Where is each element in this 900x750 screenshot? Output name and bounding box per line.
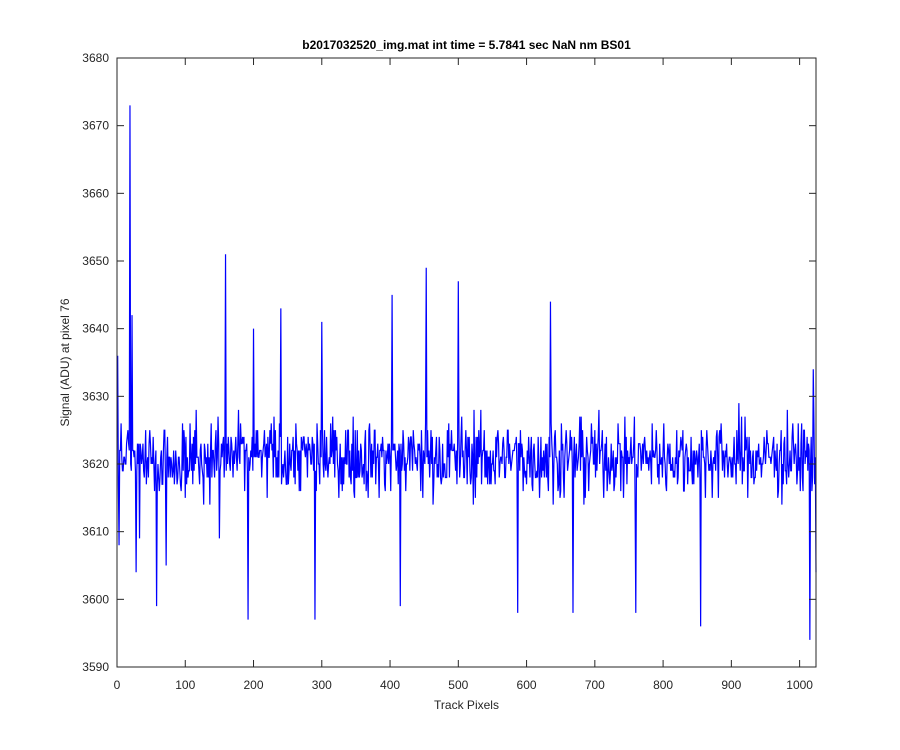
- y-tick-label: 3630: [82, 389, 109, 403]
- signal-series-line: [117, 105, 817, 640]
- x-tick-label: 400: [380, 678, 400, 692]
- x-tick-label: 900: [721, 678, 741, 692]
- x-tick-label: 100: [175, 678, 195, 692]
- x-tick-label: 300: [312, 678, 332, 692]
- y-tick-label: 3680: [82, 51, 109, 65]
- y-tick-label: 3620: [82, 457, 109, 471]
- x-tick-label: 600: [517, 678, 537, 692]
- y-tick-label: 3660: [82, 186, 109, 200]
- plot-area: [117, 58, 816, 667]
- axes-box: [116, 57, 817, 668]
- axes-frame: [116, 57, 817, 668]
- y-tick-label: 3600: [82, 592, 109, 606]
- x-tick-label: 800: [653, 678, 673, 692]
- x-axis-label: Track Pixels: [434, 698, 499, 712]
- y-tick-label: 3650: [82, 254, 109, 268]
- y-tick-label: 3610: [82, 525, 109, 539]
- tick-layer: 0 100 200 300 400 500 600 700 800 900 1000 3590 3600…: [82, 51, 816, 692]
- x-tick-label: 700: [585, 678, 605, 692]
- x-tick-label: 0: [114, 678, 121, 692]
- x-tick-label: 500: [448, 678, 468, 692]
- y-tick-label: 3590: [82, 660, 109, 674]
- chart-title: b2017032520_img.mat int time = 5.7841 se…: [302, 38, 631, 52]
- y-tick-label: 3640: [82, 322, 109, 336]
- x-tick-label: 1000: [786, 678, 813, 692]
- y-axis-label: Signal (ADU) at pixel 76: [58, 298, 72, 426]
- y-tick-label: 3670: [82, 119, 109, 133]
- x-tick-label: 200: [244, 678, 264, 692]
- series-layer: [117, 105, 817, 640]
- plot-background: [117, 58, 816, 667]
